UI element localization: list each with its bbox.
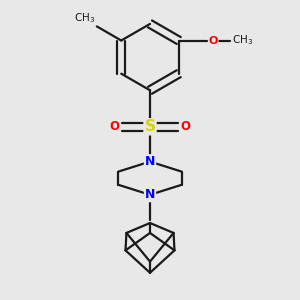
Text: N: N [145,188,155,201]
Text: N: N [145,155,155,168]
Text: S: S [145,119,155,134]
Text: O: O [208,35,218,46]
Text: CH$_3$: CH$_3$ [232,34,253,47]
Text: O: O [109,120,119,133]
Text: CH$_3$: CH$_3$ [74,11,95,25]
Text: O: O [181,120,191,133]
